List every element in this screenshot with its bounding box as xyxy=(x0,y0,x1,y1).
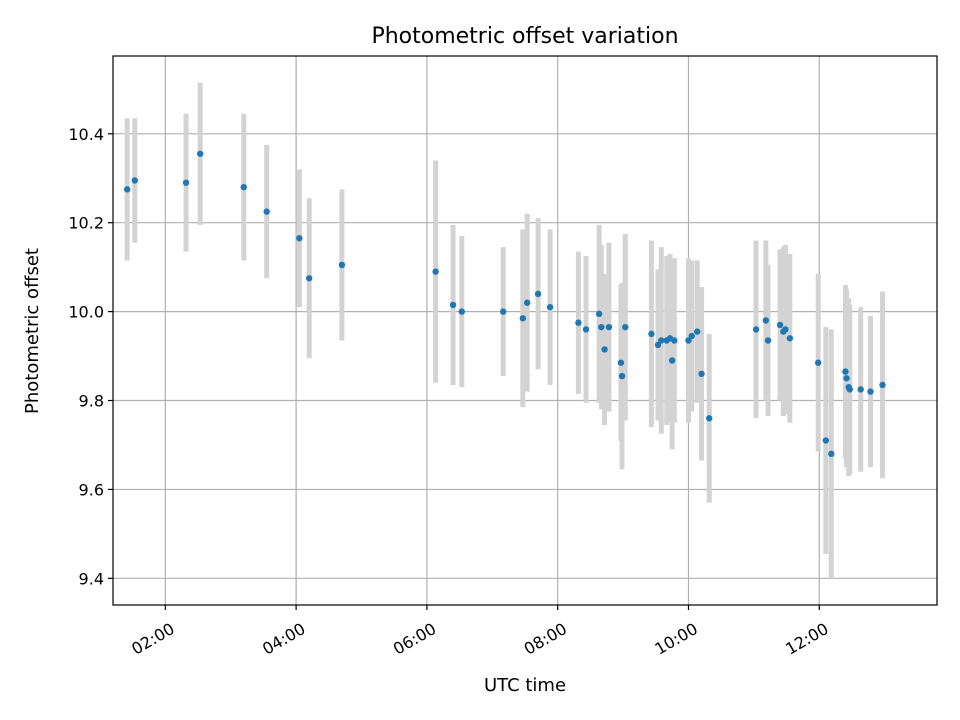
data-point xyxy=(575,319,582,326)
data-point xyxy=(776,321,784,329)
data-point xyxy=(694,328,701,335)
data-point xyxy=(685,337,692,344)
data-point xyxy=(814,359,822,366)
data-point xyxy=(546,303,554,311)
data-point xyxy=(654,341,662,349)
data-point xyxy=(857,386,864,393)
data-point xyxy=(296,235,303,242)
data-point xyxy=(822,437,830,444)
data-point xyxy=(688,332,695,340)
plot-frame xyxy=(112,55,938,606)
y-axis-label: Photometric offset xyxy=(22,248,43,414)
data-point xyxy=(706,415,713,422)
data-point xyxy=(449,301,457,309)
data-point xyxy=(500,308,507,315)
data-point xyxy=(605,323,613,331)
data-point xyxy=(582,326,590,333)
data-point xyxy=(668,357,676,364)
x-axis-label: UTC time xyxy=(484,675,566,696)
data-point xyxy=(782,326,789,333)
data-point xyxy=(752,326,760,333)
data-point xyxy=(843,375,850,382)
data-point xyxy=(305,275,313,282)
y-tick-label: 10.4 xyxy=(68,125,104,144)
data-point xyxy=(263,208,270,215)
data-point xyxy=(786,335,794,342)
data-point xyxy=(601,346,608,353)
y-tick-label: 9.8 xyxy=(79,392,104,411)
data-point xyxy=(879,381,886,389)
y-axis: 9.4 9.6 9.8 10.0 10.2 10.4 xyxy=(68,125,113,588)
y-tick-label: 9.6 xyxy=(79,480,104,499)
data-point xyxy=(671,337,678,344)
data-point xyxy=(658,337,665,344)
data-point xyxy=(123,186,131,193)
data-point xyxy=(698,370,705,378)
data-point xyxy=(196,150,204,157)
chart-title: Photometric offset variation xyxy=(371,24,678,49)
data-point xyxy=(618,372,626,380)
data-point xyxy=(458,308,465,315)
data-point xyxy=(842,368,849,375)
data-point xyxy=(432,268,439,275)
data-point xyxy=(240,183,247,191)
data-point xyxy=(764,337,772,344)
data-point xyxy=(182,179,190,186)
data-point xyxy=(338,261,346,269)
y-tick-label: 9.4 xyxy=(79,569,104,588)
data-point xyxy=(519,315,527,322)
data-point xyxy=(617,359,625,366)
data-point xyxy=(828,450,835,458)
y-tick-label: 10.0 xyxy=(68,303,104,322)
y-tick-label: 10.2 xyxy=(68,214,104,233)
data-point xyxy=(595,310,603,318)
data-point xyxy=(762,317,770,324)
data-point xyxy=(648,330,655,338)
data-points xyxy=(123,150,886,458)
data-point xyxy=(867,388,874,395)
data-point xyxy=(131,177,138,184)
data-point xyxy=(523,299,531,306)
data-point xyxy=(598,323,605,331)
data-point xyxy=(534,290,542,298)
data-point xyxy=(622,323,629,331)
data-point xyxy=(846,386,854,393)
